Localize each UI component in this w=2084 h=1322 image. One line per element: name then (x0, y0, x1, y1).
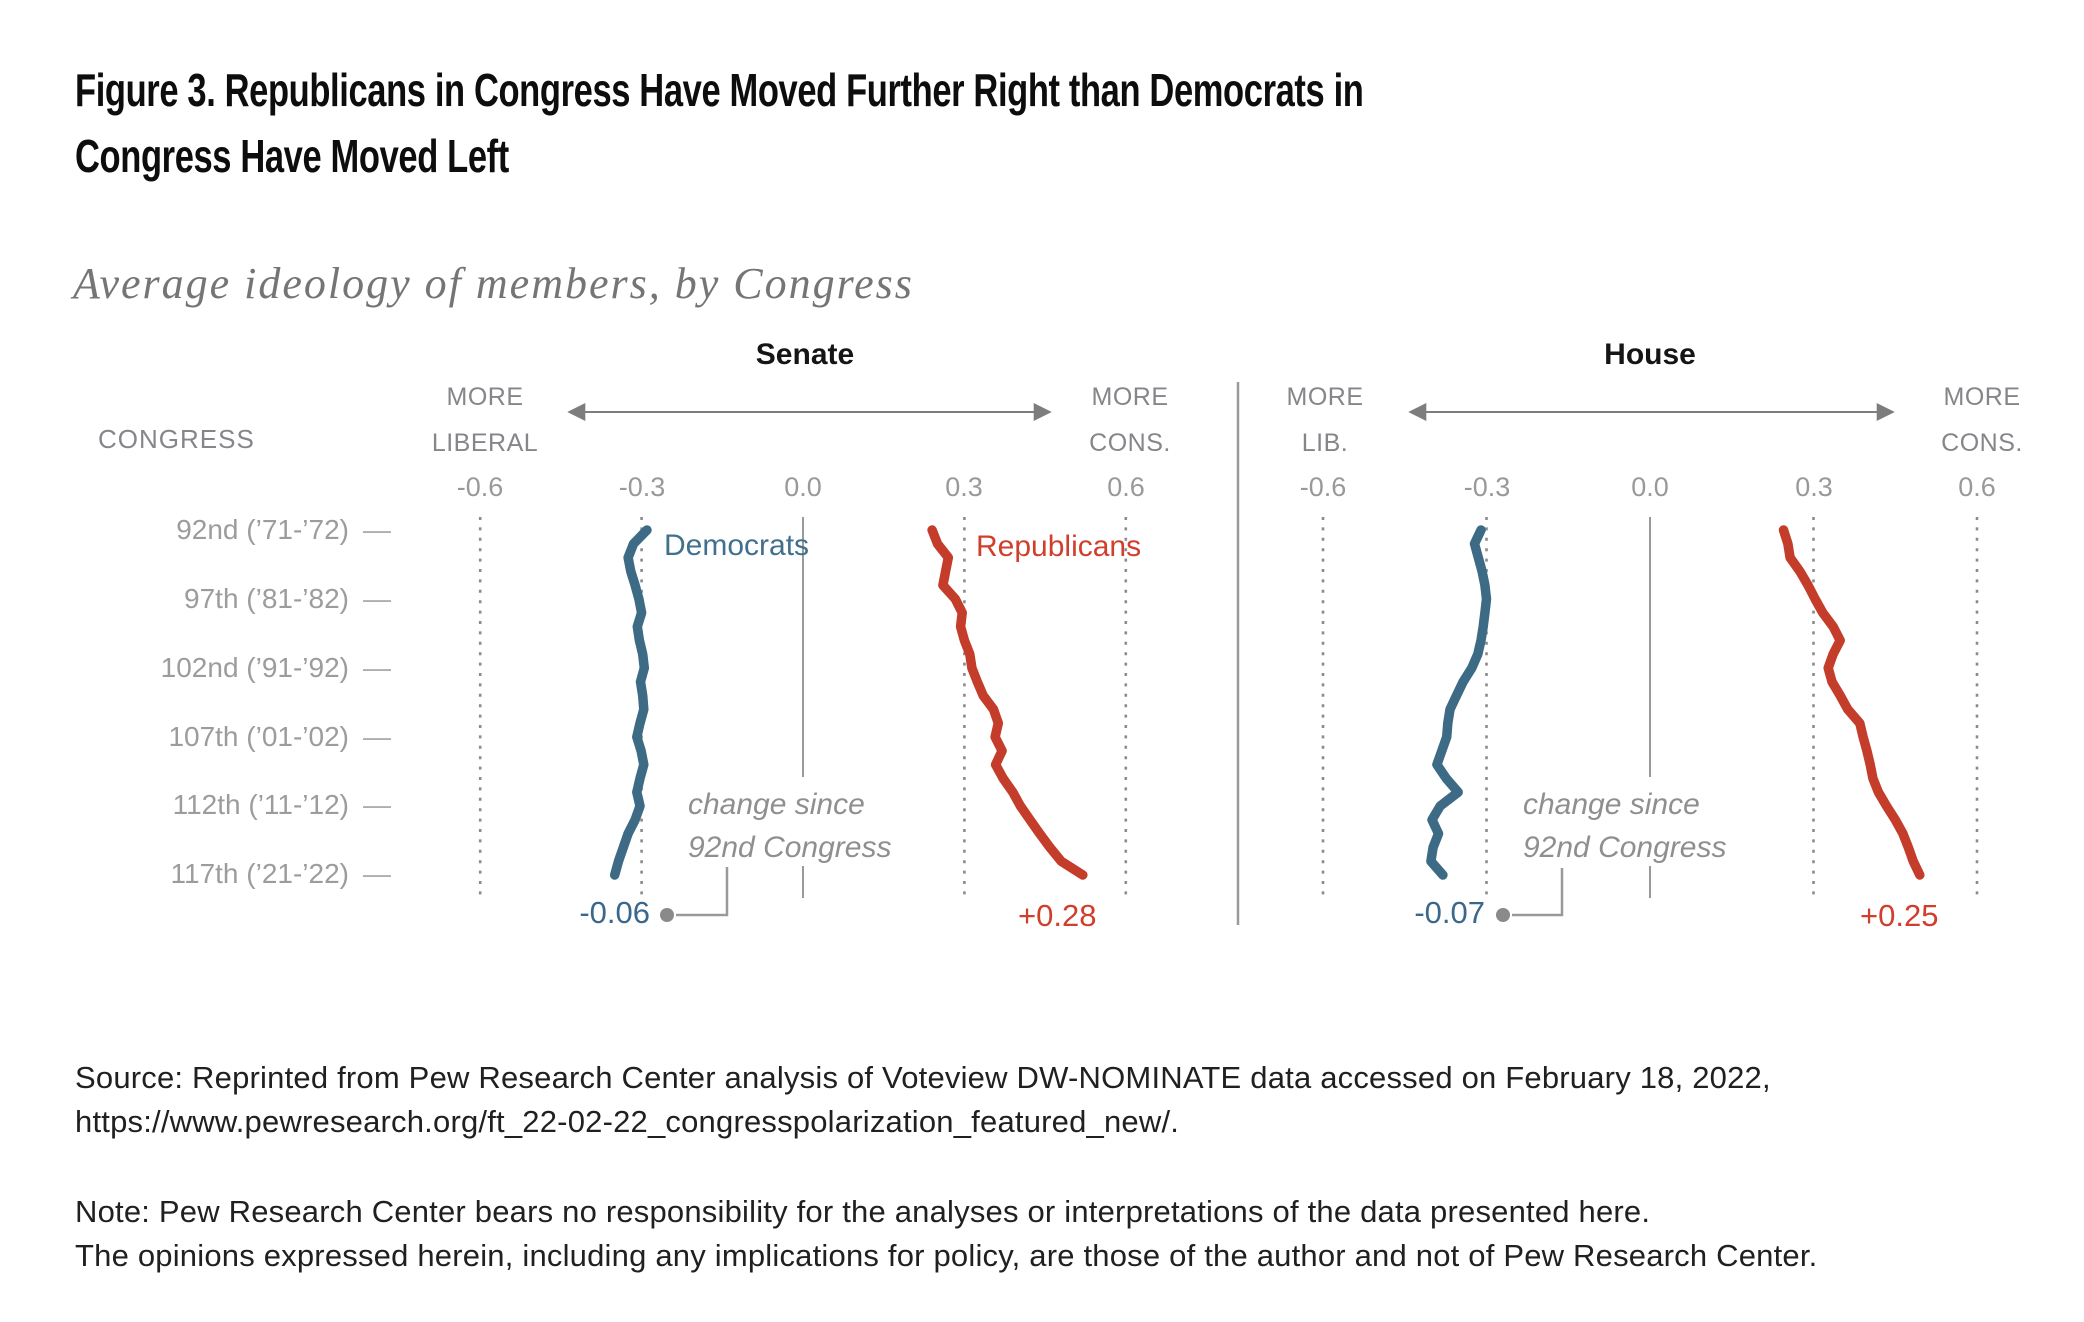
democrats-series-label: Democrats (664, 529, 810, 562)
congress-row-112-label: 112th (’11-’12) (172, 789, 349, 820)
figure-title-line2: Congress Have Moved Left (75, 130, 509, 182)
senate-more-cons-label: MORE CONS. (1045, 374, 1215, 466)
congress-row-102-tick: — (363, 652, 391, 683)
senate-more-liberal-line2: LIBERAL (431, 429, 539, 457)
senate-panel-title: Senate (755, 338, 855, 371)
congress-row-107: 107th (’01-’02) — (75, 716, 391, 758)
house-tick-pos06: 0.6 (1958, 472, 1996, 502)
figure-title: Figure 3. Republicans in Congress Have M… (75, 57, 1364, 189)
congress-row-112-tick: — (363, 789, 391, 820)
senate-tick-pos03: 0.3 (945, 472, 983, 502)
senate-tick-zero: 0.0 (784, 472, 822, 502)
senate-more-cons-line1: MORE (1091, 383, 1169, 411)
congress-row-97-label: 97th (’81-’82) (184, 583, 349, 614)
senate-more-cons-line2: CONS. (1089, 429, 1171, 457)
congress-row-92-tick: — (363, 514, 391, 545)
senate-republicans-line (927, 525, 1088, 880)
senate-change-note-line1: change since (688, 788, 865, 821)
republicans-series-label: Republicans (976, 530, 1142, 563)
house-republicans-line (1778, 525, 1925, 880)
congress-row-117-tick: — (363, 858, 391, 889)
house-tick-neg06: -0.6 (1299, 472, 1347, 502)
house-tick-pos03: 0.3 (1795, 472, 1833, 502)
source-line2: https://www.pewresearch.org/ft_22-02-22_… (75, 1104, 1180, 1139)
note-line2: The opinions expressed herein, including… (75, 1238, 1818, 1273)
house-more-lib-label: MORE LIB. (1240, 374, 1410, 466)
house-democrats-line (1426, 525, 1492, 880)
senate-democrat-change-value: -0.06 (579, 895, 650, 930)
house-more-lib-line1: MORE (1286, 383, 1364, 411)
senate-tick-pos06: 0.6 (1107, 472, 1145, 502)
congress-row-97-tick: — (363, 583, 391, 614)
senate-change-note-line2: 92nd Congress (688, 831, 892, 864)
congress-row-92-label: 92nd (’71-’72) (176, 514, 349, 545)
figure-title-line1: Figure 3. Republicans in Congress Have M… (75, 64, 1364, 116)
congress-row-102: 102nd (’91-’92) — (75, 647, 391, 689)
congress-row-112: 112th (’11-’12) — (75, 784, 391, 826)
senate-change-dot (660, 908, 674, 922)
house-change-note-line1: change since (1523, 788, 1700, 821)
senate-more-liberal-line1: MORE (446, 383, 524, 411)
senate-more-liberal-label: MORE LIBERAL (400, 374, 570, 466)
house-tick-zero: 0.0 (1631, 472, 1669, 502)
house-change-dot (1496, 908, 1510, 922)
source-text: Source: Reprinted from Pew Research Cent… (75, 1056, 1771, 1144)
house-more-cons-line2: CONS. (1941, 429, 2023, 457)
senate-tick-neg03: -0.3 (618, 472, 666, 502)
congress-row-97: 97th (’81-’82) — (75, 578, 391, 620)
congress-row-117-label: 117th (’21-’22) (170, 858, 349, 889)
house-more-cons-line1: MORE (1943, 383, 2021, 411)
house-democrat-change-value: -0.07 (1414, 895, 1485, 930)
congress-row-107-tick: — (363, 721, 391, 752)
congress-row-92: 92nd (’71-’72) — (75, 509, 391, 551)
house-change-note: change since 92nd Congress (1523, 783, 1726, 869)
congress-row-117: 117th (’21-’22) — (75, 853, 391, 895)
note-text: Note: Pew Research Center bears no respo… (75, 1190, 1817, 1278)
house-republican-change-value: +0.25 (1860, 898, 1939, 933)
house-more-cons-label: MORE CONS. (1897, 374, 2067, 466)
source-line1: Source: Reprinted from Pew Research Cent… (75, 1060, 1771, 1095)
house-tick-neg03: -0.3 (1463, 472, 1511, 502)
senate-tick-neg06: -0.6 (456, 472, 504, 502)
house-change-note-line2: 92nd Congress (1523, 831, 1727, 864)
house-more-lib-line2: LIB. (1301, 429, 1349, 457)
chart-subtitle: Average ideology of members, by Congress (73, 259, 914, 308)
congress-row-102-label: 102nd (’91-’92) (160, 652, 349, 683)
house-change-connector (1512, 868, 1564, 917)
house-panel-title: House (1604, 338, 1696, 371)
senate-change-note: change since 92nd Congress (688, 783, 891, 869)
senate-republican-change-value: +0.28 (1018, 898, 1097, 933)
senate-democrats-line (609, 525, 652, 880)
note-line1: Note: Pew Research Center bears no respo… (75, 1194, 1651, 1229)
senate-change-connector (676, 867, 729, 917)
congress-row-107-label: 107th (’01-’02) (168, 721, 349, 752)
congress-column-header: CONGRESS (98, 424, 255, 454)
